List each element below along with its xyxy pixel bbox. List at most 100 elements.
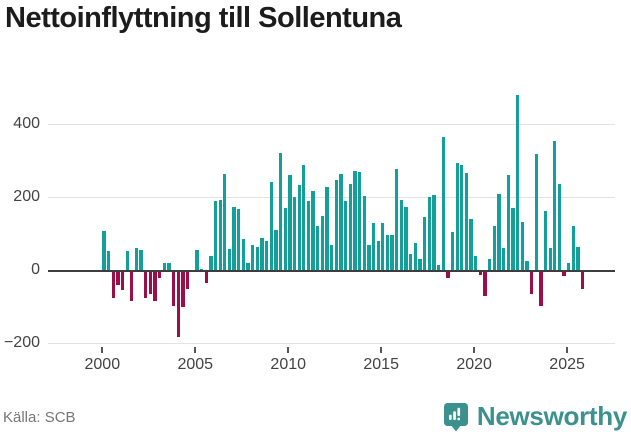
bar [288,174,292,271]
bar [353,171,357,271]
bar [395,169,399,271]
y-tick-label: 400 [13,115,40,132]
bar [116,271,120,286]
bar [106,250,111,271]
bar [474,255,478,271]
bar [158,271,162,279]
bar [576,247,580,271]
bar [464,173,469,271]
bar [148,271,153,294]
bar [529,271,534,295]
bar [306,201,311,271]
bar [213,201,218,271]
bar [362,196,366,271]
bar [330,245,334,271]
bar [520,222,524,271]
x-tick-label: 2015 [363,356,399,373]
bar [209,255,213,271]
y-tick-label: 200 [13,188,40,205]
bar [227,248,232,271]
bar [162,262,167,271]
bar [274,229,278,271]
bar [278,153,283,271]
bar [223,173,227,271]
bar [241,238,246,271]
bar [390,235,394,271]
bar [455,163,459,271]
bar [357,172,362,271]
bar [376,241,380,271]
bar [543,211,548,271]
bar [497,193,501,271]
x-tick-mark [101,347,104,353]
bar [385,235,390,271]
bar [176,271,180,338]
x-tick-label: 2005 [177,356,214,373]
bar [232,207,236,271]
x-tick-label: 2025 [549,356,585,373]
bar [492,225,497,271]
bar [269,182,273,271]
bar [371,223,376,271]
newsworthy-bubble-chart-icon [443,402,468,431]
x-tick-mark [194,347,197,353]
bar [264,240,269,271]
bar [120,271,125,291]
x-tick-mark [380,347,383,353]
bar [441,136,445,271]
source-label: Källa: SCB [3,409,76,426]
bar [218,200,222,271]
bar [450,232,455,271]
bar [302,164,306,271]
newsworthy-wordmark: Newsworthy [476,401,627,431]
bar [381,223,385,271]
bar [237,208,241,271]
x-tick-label: 2020 [456,356,492,373]
bar [506,174,510,271]
bar [339,173,343,271]
bar [348,183,352,271]
bar [130,271,134,301]
bar [413,243,417,271]
bar [134,248,139,271]
bar [260,237,264,271]
bar [409,253,413,271]
bar [488,258,492,271]
bar [511,208,515,271]
gridline [48,197,615,198]
x-tick-mark [566,347,569,353]
bar [343,201,348,271]
bar [571,225,576,271]
bar [427,197,431,271]
bar [297,185,301,271]
newsworthy-logo: Newsworthy [443,401,627,432]
bar [478,271,483,275]
bar [515,95,520,271]
gridline [48,124,615,125]
zero-line [48,269,615,272]
bar [553,141,557,271]
bar [534,153,538,271]
bar [246,263,250,271]
bar [436,265,441,271]
bar [562,271,566,277]
x-tick-label: 2000 [84,356,121,373]
bar [539,271,543,307]
bar [367,245,371,271]
bar [204,271,208,283]
bar [316,225,320,271]
bar [581,271,585,290]
bar [325,186,329,271]
bar [111,271,115,298]
bar [292,197,297,271]
bar [404,206,408,271]
bar [172,271,176,307]
bar [399,199,404,271]
bar [255,247,259,271]
bar [102,230,106,271]
bar [311,190,315,271]
y-tick-label: −200 [3,334,40,351]
bar [469,218,473,271]
bar [320,216,325,271]
